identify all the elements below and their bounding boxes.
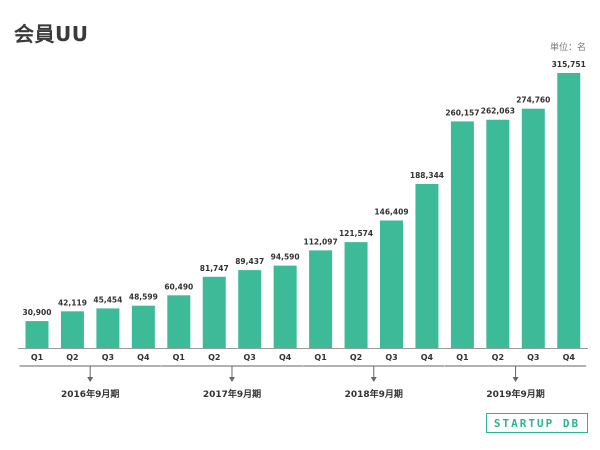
x-tick-label-6: Q2: [208, 353, 220, 362]
group-label-4: 2019年9月期: [486, 388, 544, 400]
bar-4: [131, 305, 155, 348]
data-label-16: 315,751: [552, 60, 586, 69]
bar-15: [521, 108, 545, 348]
bar-3: [96, 308, 120, 348]
bar-2: [60, 311, 84, 348]
x-tick-label-4: Q4: [137, 353, 150, 362]
data-label-1: 30,900: [23, 308, 52, 317]
x-tick-label-15: Q3: [527, 353, 539, 362]
x-tick-label-12: Q4: [421, 353, 434, 362]
x-tick-label-9: Q1: [314, 353, 327, 362]
bar-1: [25, 321, 49, 348]
data-label-7: 89,437: [235, 257, 264, 266]
data-label-12: 188,344: [410, 171, 444, 180]
x-tick-label-3: Q3: [102, 353, 114, 362]
group-label-1: 2016年9月期: [61, 388, 119, 400]
bar-16: [557, 72, 581, 348]
data-label-5: 60,490: [164, 282, 193, 291]
group-arrow-head-4: [512, 377, 519, 382]
group-label-3: 2018年9月期: [345, 388, 403, 400]
bar-11: [380, 220, 403, 348]
group-arrow-head-2: [228, 377, 235, 382]
bar-6: [202, 276, 226, 348]
x-tick-label-5: Q1: [173, 353, 186, 362]
chart-title: 会員UU: [14, 22, 89, 46]
data-label-10: 121,574: [339, 229, 373, 238]
data-label-14: 262,063: [481, 107, 515, 116]
data-label-3: 45,454: [93, 295, 122, 304]
bar-10: [344, 242, 368, 348]
x-tick-label-11: Q3: [385, 353, 397, 362]
bar-8: [273, 265, 297, 348]
x-tick-label-10: Q2: [350, 353, 362, 362]
bar-5: [167, 295, 191, 348]
x-tick-label-2: Q2: [66, 353, 78, 362]
bar-13: [450, 121, 474, 348]
group-arrow-head-3: [370, 377, 377, 382]
x-tick-label-8: Q4: [279, 353, 292, 362]
data-label-11: 146,409: [374, 207, 408, 216]
data-label-2: 42,119: [58, 298, 87, 307]
x-tick-label-16: Q4: [563, 353, 576, 362]
data-label-6: 81,747: [200, 264, 229, 273]
group-arrow-head-1: [87, 377, 94, 382]
data-label-4: 48,599: [129, 293, 158, 302]
data-label-8: 94,590: [271, 253, 300, 262]
data-label-9: 112,097: [304, 237, 338, 246]
data-label-15: 274,760: [516, 96, 550, 105]
unit-label: 単位：名: [549, 43, 586, 53]
x-tick-label-1: Q1: [31, 353, 44, 362]
startup-db-logo: STARTUP DB: [486, 413, 588, 433]
data-label-13: 260,157: [445, 108, 479, 117]
bar-9: [309, 250, 333, 348]
x-tick-label-13: Q1: [456, 353, 469, 362]
x-tick-label-7: Q3: [244, 353, 256, 362]
bar-7: [238, 270, 262, 348]
group-label-2: 2017年9月期: [203, 388, 261, 400]
bar-12: [415, 183, 439, 348]
bar-14: [486, 119, 510, 348]
x-tick-label-14: Q2: [492, 353, 504, 362]
